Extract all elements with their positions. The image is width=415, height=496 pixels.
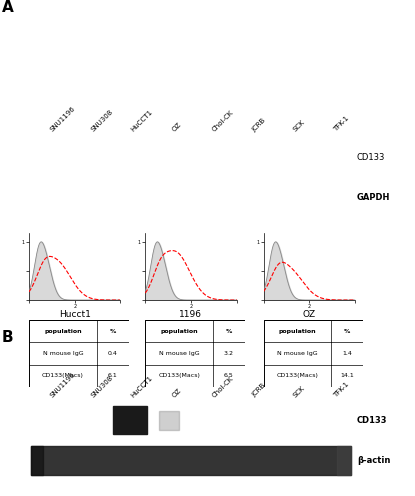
Bar — [113, 406, 147, 434]
Bar — [31, 446, 351, 475]
Bar — [239, 188, 264, 208]
Text: HuCCT1: HuCCT1 — [130, 374, 154, 398]
Text: OZ: OZ — [303, 310, 316, 319]
Text: β-actin: β-actin — [357, 455, 390, 465]
Bar — [34, 147, 64, 168]
Text: N mouse IgG: N mouse IgG — [43, 351, 83, 356]
Text: population: population — [278, 328, 316, 334]
Bar — [115, 147, 145, 168]
Text: GAPDH: GAPDH — [357, 192, 390, 202]
Text: CD133(Macs): CD133(Macs) — [42, 373, 84, 378]
Bar — [199, 188, 223, 208]
Text: %: % — [110, 328, 116, 334]
Bar — [105, 143, 156, 173]
Text: HuCCT1: HuCCT1 — [130, 109, 154, 133]
Text: 0.4: 0.4 — [108, 351, 117, 356]
Text: %: % — [344, 328, 350, 334]
Text: SNU308: SNU308 — [90, 374, 114, 398]
Bar — [156, 147, 186, 168]
Text: OZ: OZ — [171, 121, 182, 133]
Text: CD133(Macs): CD133(Macs) — [158, 373, 200, 378]
Text: CD133(Macs): CD133(Macs) — [276, 373, 318, 378]
Text: %: % — [226, 328, 232, 334]
Text: Choi-CK: Choi-CK — [211, 375, 234, 398]
Text: N mouse IgG: N mouse IgG — [277, 351, 318, 356]
Text: JCRB: JCRB — [251, 382, 267, 398]
Text: population: population — [44, 328, 82, 334]
Bar — [30, 145, 68, 170]
Text: Choi-CK: Choi-CK — [211, 109, 234, 133]
Text: SNU1196: SNU1196 — [49, 105, 77, 133]
Bar — [36, 148, 62, 167]
Bar — [145, 143, 196, 173]
Text: 1196: 1196 — [179, 310, 203, 319]
Text: 1.4: 1.4 — [342, 351, 352, 356]
Text: OZ: OZ — [171, 387, 182, 398]
Bar — [320, 188, 344, 208]
Text: CD133: CD133 — [357, 153, 385, 162]
Text: 14.1: 14.1 — [340, 373, 354, 378]
Bar — [78, 188, 102, 208]
Bar — [24, 143, 75, 173]
Bar — [280, 188, 304, 208]
Bar — [159, 188, 183, 208]
Bar — [158, 148, 184, 167]
Bar — [37, 188, 61, 208]
Text: A: A — [2, 0, 14, 15]
Text: 6.1: 6.1 — [108, 373, 117, 378]
Text: population: population — [160, 328, 198, 334]
Bar — [31, 446, 43, 475]
Text: SNU308: SNU308 — [90, 109, 114, 133]
Text: JCRB: JCRB — [251, 117, 267, 133]
Text: TFK-1: TFK-1 — [332, 115, 350, 133]
Bar — [111, 145, 149, 170]
Text: SCK: SCK — [292, 384, 306, 398]
Text: SCK: SCK — [292, 119, 306, 133]
Bar — [151, 145, 190, 170]
Text: SNU1196: SNU1196 — [49, 371, 77, 398]
Text: Hucct1: Hucct1 — [59, 310, 90, 319]
Text: TFK-1: TFK-1 — [332, 380, 350, 398]
Text: B: B — [2, 330, 14, 345]
Text: 3.2: 3.2 — [224, 351, 234, 356]
Text: N mouse IgG: N mouse IgG — [159, 351, 200, 356]
Bar — [159, 411, 179, 430]
Text: 6.5: 6.5 — [224, 373, 234, 378]
Bar — [117, 148, 143, 167]
Bar — [337, 446, 351, 475]
Bar — [118, 188, 142, 208]
Text: CD133: CD133 — [357, 416, 387, 425]
